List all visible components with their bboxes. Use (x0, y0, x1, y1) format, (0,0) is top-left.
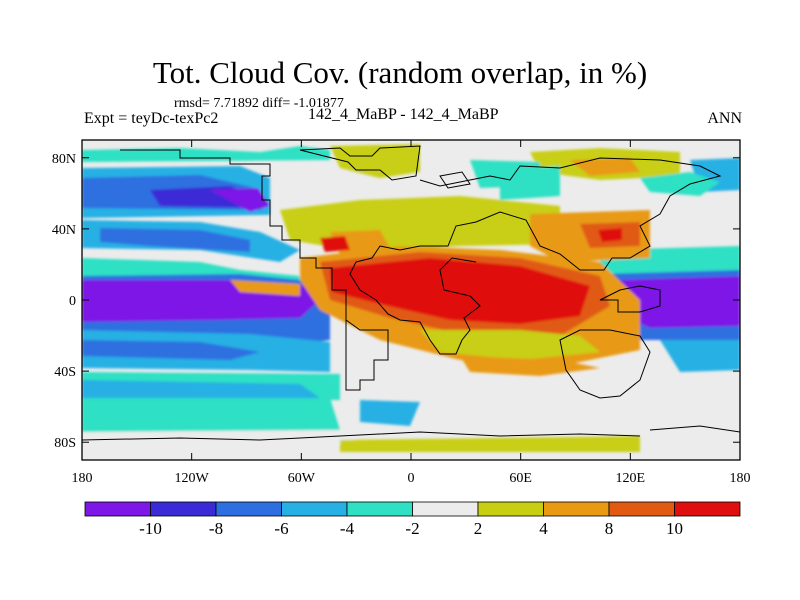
sw-atlantic-blue (360, 400, 420, 426)
australia-outline (559, 329, 651, 399)
colorbar-label: 2 (474, 519, 483, 538)
eurasia-africa-outline (349, 157, 722, 355)
subtropic-blue (100, 228, 250, 252)
npac-purple (210, 188, 270, 212)
colorbar-swatch (608, 501, 675, 517)
x-tick-label: 120W (175, 471, 210, 486)
colorbar-label: 4 (539, 519, 548, 538)
colorbar-swatch (346, 501, 413, 517)
europe-teal (500, 166, 560, 200)
asia-red (598, 228, 622, 242)
x-tick-label: 180 (730, 471, 751, 486)
y-tick-label: 80N (52, 152, 76, 167)
maritime-islands (599, 285, 661, 313)
x-axis: 180 120W 60W 0 60E 120E 180 (72, 140, 751, 486)
colorbar-swatch (84, 501, 151, 517)
experiment-label: Expt = teyDc-texPc2 (84, 110, 219, 127)
coastlines (82, 145, 740, 441)
colorbar-label: -4 (340, 519, 355, 538)
colorbar-label: -2 (405, 519, 419, 538)
antarctic-white (82, 430, 360, 446)
rmsd-diff-stats: rmsd= 7.71892 diff= -1.01877 (174, 96, 344, 111)
colorbar-swatch (281, 501, 348, 517)
anomaly-field (82, 140, 740, 460)
colorbar-swatch (674, 501, 741, 517)
subtropic-teal (82, 258, 300, 280)
colorbar-label: 10 (666, 519, 683, 538)
y-tick-label: 0 (69, 294, 76, 309)
tropical-red (330, 258, 590, 324)
map-title: Tot. Cloud Cov. (random overlap, in %) (152, 55, 648, 90)
x-tick-label: 0 (408, 471, 415, 486)
americas-west-coast (120, 149, 389, 391)
colorbar-swatch (412, 501, 479, 517)
colorbar-label: -6 (274, 519, 288, 538)
scandinavia (439, 171, 471, 189)
colorbar-label: -10 (139, 519, 162, 538)
atlantic-red (320, 236, 350, 252)
x-tick-label: 60W (288, 471, 316, 486)
sw-pacific-cyan (660, 340, 740, 372)
so-blue (82, 380, 320, 398)
colorbar-label: -8 (209, 519, 223, 538)
colorbar-swatch (543, 501, 610, 517)
x-tick-label: 180 (72, 471, 93, 486)
greenland-yellow (330, 144, 420, 178)
antarctic-yellow (340, 436, 640, 452)
south-pacific-blue (82, 340, 260, 360)
so-teal (82, 398, 340, 432)
south-indian-orange (460, 356, 600, 376)
colorbar-swatch (150, 501, 217, 517)
ne-asia-cyan (640, 172, 720, 196)
x-tick-label: 60E (509, 471, 532, 486)
ross-shelf (649, 425, 740, 433)
colorbar-swatch (215, 501, 282, 517)
antarctica-outline (82, 431, 641, 441)
colorbar-label: 8 (605, 519, 614, 538)
season-label: ANN (707, 110, 742, 127)
y-tick-label: 80S (54, 436, 76, 451)
greenland-outline (299, 145, 421, 181)
south-indian-yellow (420, 330, 600, 360)
central-america-orange (230, 280, 300, 296)
wpac-purple (615, 276, 740, 328)
period-label: 142_4_MaBP - 142_4_MaBP (308, 106, 499, 123)
y-tick-label: 40N (52, 223, 76, 238)
x-tick-label: 120E (616, 471, 646, 486)
y-tick-label: 40S (54, 365, 76, 380)
colorbar-swatch (477, 501, 544, 517)
siberia-orange (570, 158, 640, 176)
y-axis: 80N 40N 0 40S 80S (52, 152, 740, 451)
colorbar: -10 -8 -6 -4 -2 2 4 8 10 (84, 501, 741, 538)
